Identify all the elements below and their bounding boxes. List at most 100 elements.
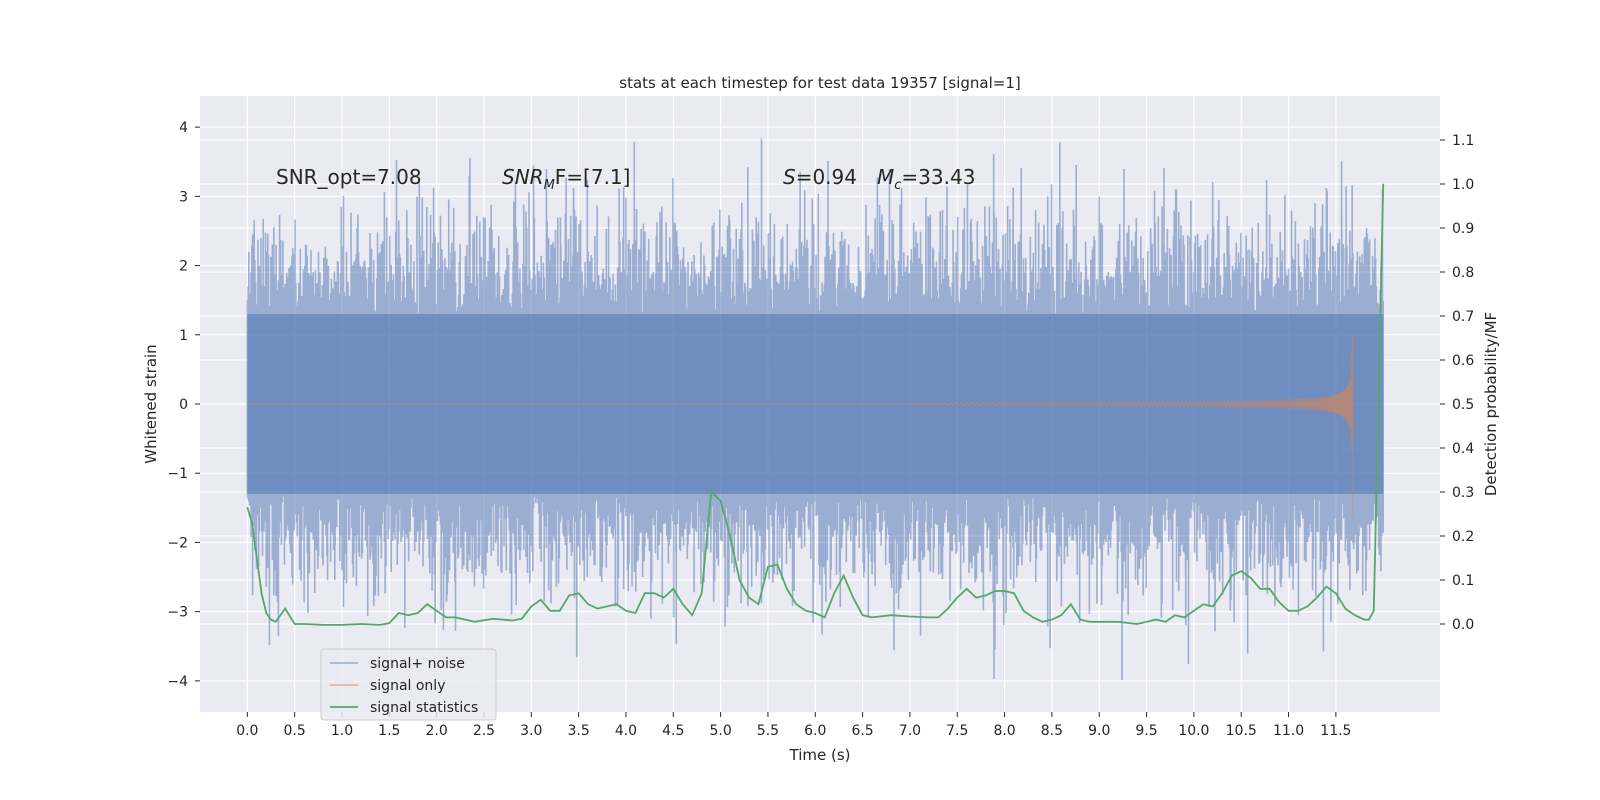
stat-point (417, 612, 419, 614)
stat-point (1155, 619, 1157, 621)
stat-point (1070, 603, 1072, 605)
stat-point (1117, 621, 1119, 623)
x-tick-label: 7.5 (946, 723, 968, 739)
stat-point (710, 491, 712, 493)
annotation-s: S=0.94 (783, 165, 857, 189)
y-axis-right-label: Detection probability/MF (1482, 312, 1500, 496)
stat-point (521, 618, 523, 620)
stats-group (246, 183, 1385, 626)
x-tick-label: 0.5 (284, 723, 306, 739)
stat-point (1032, 616, 1034, 618)
stat-point (814, 612, 816, 614)
stat-point (455, 616, 457, 618)
x-tick-label: 8.0 (993, 723, 1015, 739)
x-tick-label: 5.5 (757, 723, 779, 739)
stat-point (615, 603, 617, 605)
x-tick-label: 2.5 (473, 723, 495, 739)
stat-point (379, 624, 381, 626)
stat-point (937, 616, 939, 618)
stat-point (748, 597, 750, 599)
stat-point (691, 614, 693, 616)
x-tick-label: 5.0 (709, 723, 731, 739)
stat-point (786, 588, 788, 590)
stat-point (985, 594, 987, 596)
stat-point (776, 564, 778, 566)
stat-point (261, 592, 263, 594)
stat-point (1221, 592, 1223, 594)
stat-point (1382, 183, 1384, 185)
stat-point (606, 605, 608, 607)
stat-point (757, 603, 759, 605)
annotation-snr-opt: SNR_opt=7.08 (276, 165, 422, 189)
stat-point (634, 612, 636, 614)
stat-point (928, 616, 930, 618)
y-right-tick-label: 0.7 (1452, 309, 1474, 325)
stat-point (956, 597, 958, 599)
stat-point (1079, 619, 1081, 621)
stat-point (1269, 588, 1271, 590)
x-tick-label: 4.5 (662, 723, 684, 739)
stat-point (672, 588, 674, 590)
stat-point (871, 616, 873, 618)
stat-point (474, 621, 475, 623)
stat-point (890, 614, 892, 616)
y-right-tick-label: 0.8 (1452, 265, 1474, 281)
stat-point (1136, 623, 1138, 625)
y-left-tick-label: 3 (179, 189, 188, 205)
stat-point (1373, 610, 1375, 612)
y-right-tick-label: 0.5 (1452, 397, 1474, 413)
stat-point (994, 590, 996, 592)
stat-point (1089, 621, 1091, 623)
stat-point (1174, 614, 1176, 616)
stat-point (284, 608, 286, 610)
x-tick-label: 6.0 (804, 723, 826, 739)
stat-point (729, 535, 731, 537)
stat-point (1183, 616, 1185, 618)
stat-point (843, 575, 845, 577)
stat-point (388, 622, 390, 624)
stat-point (426, 603, 428, 605)
y-right-tick-label: 0.4 (1452, 441, 1474, 457)
y-right-tick-label: 0.2 (1452, 529, 1474, 545)
stat-point (256, 557, 258, 559)
stat-point (530, 605, 532, 607)
y-left-tick-label: −4 (167, 674, 188, 690)
stat-point (549, 610, 551, 612)
y-right-tick-label: 1.1 (1452, 133, 1474, 149)
annotation-s-value: =0.94 (796, 165, 857, 189)
annotation-snr-mf-subscript: M (544, 178, 555, 193)
x-tick-label: 10.5 (1226, 723, 1257, 739)
annotation-snr-mf-symbol: SNR (502, 165, 544, 189)
annotation-snr-mf-value: F=[7.1] (555, 165, 631, 189)
annotation-snr-mf: SNRMF=[7.1] (502, 165, 630, 193)
stat-point (1202, 603, 1204, 605)
stat-point (265, 612, 267, 614)
stat-point (625, 610, 627, 612)
stat-point (1288, 610, 1290, 612)
stat-point (1316, 597, 1318, 599)
stat-point (824, 616, 826, 618)
stat-point (767, 566, 769, 568)
stat-point (1013, 592, 1015, 594)
stat-point (398, 612, 400, 614)
x-axis-label: Time (s) (789, 746, 851, 764)
stat-point (1212, 605, 1214, 607)
x-tick-label: 10.0 (1178, 723, 1209, 739)
legend-label-signal-only: signal only (370, 678, 445, 694)
x-tick-label: 3.5 (567, 723, 589, 739)
stat-point (833, 592, 835, 594)
stat-point (720, 500, 722, 502)
stat-point (805, 610, 807, 612)
y-right-tick-label: 0.1 (1452, 573, 1474, 589)
stat-point (1051, 619, 1053, 621)
stat-point (852, 597, 854, 599)
stat-point (1278, 601, 1280, 603)
series-signal-only (909, 334, 1354, 519)
stat-point (1306, 605, 1308, 607)
stat-point (909, 616, 911, 618)
x-tick-label: 7.0 (899, 723, 921, 739)
stat-point (587, 603, 589, 605)
stat-point (795, 603, 797, 605)
y-left-tick-label: −2 (167, 535, 188, 551)
legend: signal+ noise signal only signal statist… (320, 648, 497, 721)
